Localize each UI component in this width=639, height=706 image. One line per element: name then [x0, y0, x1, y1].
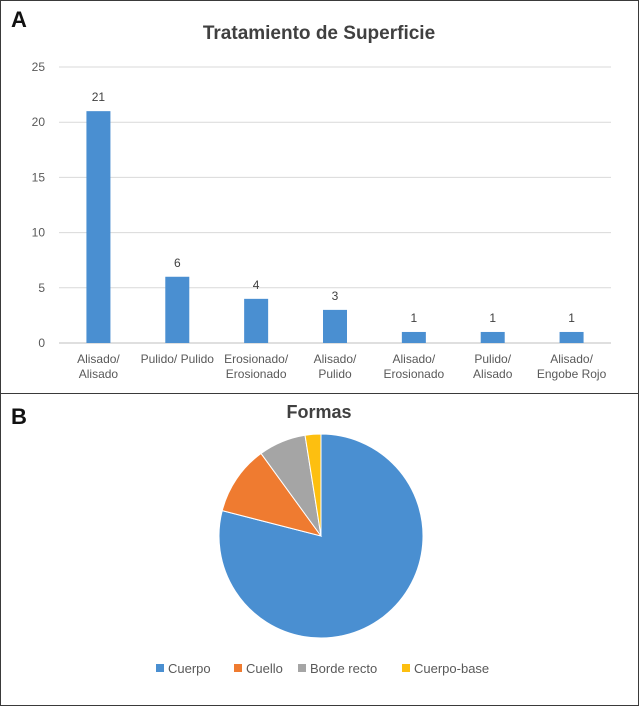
bar [559, 331, 584, 343]
legend-label: Cuello [246, 661, 283, 676]
category-label-line: Alisado/ [550, 352, 593, 366]
legend-label: Cuerpo-base [414, 661, 489, 676]
category-label-line: Alisado/ [393, 352, 436, 366]
bar [401, 331, 426, 343]
pie-slice [218, 433, 424, 639]
bar-data-label: 1 [411, 311, 418, 325]
pie-chart: Formas Cuerpo Cuello Borde recto Cuerpo-bas… [156, 402, 489, 676]
category-label-line: Erosionado/ [224, 352, 289, 366]
pie-chart-title: Formas [286, 402, 351, 422]
bar-chart: Tratamiento de Superficie 0 5 10 15 20 25 21 6… [32, 23, 611, 381]
legend-label: Borde recto [310, 661, 377, 676]
category-label-line: Pulido [318, 367, 352, 381]
category-label-line: Engobe Rojo [537, 367, 607, 381]
bar [244, 298, 269, 343]
category-label-line: Alisado/ [77, 352, 120, 366]
y-tick-label: 25 [32, 60, 46, 74]
legend-swatch [156, 664, 164, 672]
category-label-line: Erosionado [226, 367, 287, 381]
category-label: Erosionado/Erosionado [224, 352, 289, 381]
bar-data-label: 6 [174, 256, 181, 270]
bar [323, 309, 347, 343]
category-label: Alisado/Engobe Rojo [537, 352, 607, 381]
bar-data-label: 1 [489, 311, 496, 325]
category-label-line: Erosionado [383, 367, 444, 381]
category-label-line: Alisado/ [314, 352, 357, 366]
category-label: Alisado/Pulido [314, 352, 357, 381]
pie-slice [304, 433, 322, 537]
panel-b-letter: B [11, 404, 27, 429]
bar-data-label: 3 [332, 289, 339, 303]
panel-a-letter: A [11, 7, 27, 32]
bar [480, 331, 505, 343]
category-label: Pulido/ Pulido [141, 352, 215, 366]
bar [165, 276, 190, 343]
category-label: Pulido/Alisado [473, 352, 513, 381]
y-tick-label: 15 [32, 170, 46, 184]
bar [86, 111, 111, 343]
category-label-line: Alisado [473, 367, 513, 381]
legend-swatch [402, 664, 410, 672]
y-tick-label: 20 [32, 115, 46, 129]
bar-chart-title: Tratamiento de Superficie [203, 23, 435, 44]
y-tick-label: 10 [32, 226, 46, 240]
category-label: Alisado/Alisado [77, 352, 120, 381]
bar-data-label: 1 [568, 311, 575, 325]
category-label-line: Pulido/ Pulido [141, 352, 215, 366]
legend-swatch [298, 664, 306, 672]
pie-slice [221, 452, 323, 537]
bar-data-label: 21 [92, 90, 106, 104]
bar-data-label: 4 [253, 278, 260, 292]
panel-b: B Formas Cuerpo Cuello Borde recto Cuerpo-b… [0, 393, 639, 706]
category-label: Alisado/Erosionado [383, 352, 444, 381]
category-label-line: Pulido/ [474, 352, 511, 366]
legend-swatch [234, 664, 242, 672]
y-tick-label: 5 [38, 281, 45, 295]
y-tick-label: 0 [38, 336, 45, 350]
panel-a: A Tratamiento de Superficie 0 5 10 15 20 25 2… [0, 0, 639, 394]
category-label-line: Alisado [79, 367, 119, 381]
legend-label: Cuerpo [168, 661, 211, 676]
